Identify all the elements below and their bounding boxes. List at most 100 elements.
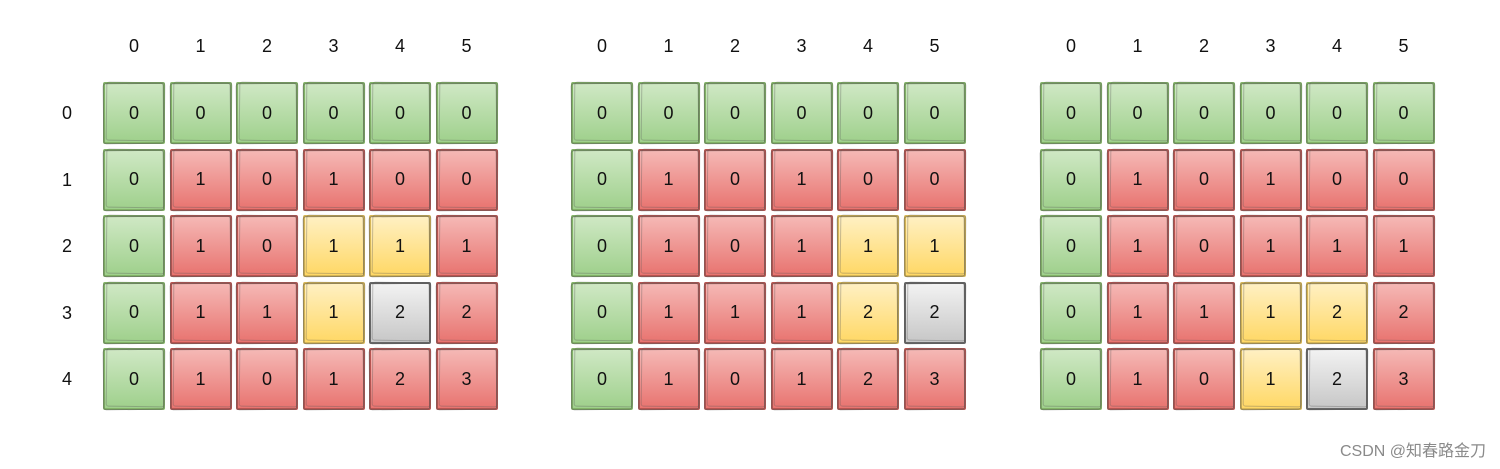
cell-value: 1	[1132, 169, 1143, 189]
cell-value: 0	[461, 102, 472, 123]
grid-cell: 2	[903, 281, 966, 344]
grid-cell: 0	[1040, 215, 1102, 277]
cell-value: 0	[261, 102, 272, 123]
cell-value: 2	[862, 368, 873, 389]
grid-cell: 0	[1173, 148, 1235, 211]
grid-cell: 2	[1306, 281, 1368, 344]
grid-cell: 1	[1106, 148, 1169, 211]
cell-value: 1	[195, 169, 206, 189]
cell-value: 0	[1265, 102, 1276, 123]
grid-cell: 1	[369, 215, 431, 277]
cell-value: 0	[261, 169, 272, 189]
cell-value: 0	[128, 169, 139, 189]
cell-value: 0	[195, 102, 206, 123]
grid-cell: 3	[903, 348, 966, 410]
column-label: 2	[1198, 36, 1209, 56]
cell-value: 1	[1198, 302, 1209, 322]
cell-value: 0	[261, 235, 272, 256]
grid-cell: 0	[571, 348, 633, 410]
column-label: 1	[663, 36, 674, 56]
cell-value: 2	[1398, 302, 1409, 322]
row-label: 2	[61, 236, 72, 256]
cell-value: 1	[1331, 235, 1342, 256]
cell-value: 0	[1331, 102, 1342, 123]
grid-cell: 1	[1106, 281, 1169, 344]
grid-cell: 0	[1173, 82, 1235, 144]
cell-value: 1	[729, 302, 740, 322]
cell-value: 0	[729, 102, 740, 123]
grid-cell: 0	[571, 82, 633, 144]
grid-cell: 1	[1239, 281, 1302, 344]
grid-cell: 1	[1306, 215, 1368, 277]
grid-cell: 2	[1306, 348, 1368, 410]
cell-value: 0	[729, 235, 740, 256]
cell-value: 1	[1265, 169, 1276, 189]
column-label: 5	[929, 36, 940, 56]
cell-value: 0	[596, 235, 607, 256]
grid-cell: 0	[1173, 348, 1235, 410]
cell-value: 2	[394, 368, 405, 389]
grid-cell: 0	[1239, 82, 1302, 144]
column-label: 0	[596, 36, 607, 56]
row-label: 1	[61, 169, 72, 190]
grid-cell: 0	[903, 148, 966, 211]
grid-cell: 1	[704, 281, 766, 344]
grid-cell: 0	[1372, 148, 1435, 211]
cell-value: 1	[1265, 235, 1276, 256]
grid-cell: 0	[571, 281, 633, 344]
grid-cell: 0	[837, 82, 899, 144]
grid-cell: 1	[637, 281, 700, 344]
cell-value: 0	[394, 102, 405, 123]
cell-value: 2	[1331, 368, 1342, 389]
column-label: 4	[862, 36, 873, 56]
grid-cell: 0	[1040, 348, 1102, 410]
cell-value: 1	[195, 235, 206, 256]
cell-value: 1	[1132, 368, 1143, 389]
cell-value: 0	[663, 102, 674, 123]
cell-value: 1	[929, 235, 940, 256]
cell-value: 0	[596, 368, 607, 389]
grid-cell: 1	[637, 215, 700, 277]
cell-value: 3	[929, 368, 940, 389]
grid-cell: 0	[1040, 82, 1102, 144]
cell-value: 1	[1265, 302, 1276, 322]
row-label: 0	[61, 103, 72, 123]
cell-value: 0	[1065, 102, 1076, 123]
cell-value: 1	[394, 235, 405, 256]
column-label: 1	[195, 36, 206, 56]
cell-value: 0	[128, 368, 139, 389]
cell-value: 1	[663, 302, 674, 322]
grid-cell: 1	[903, 215, 966, 277]
cell-value: 2	[862, 302, 873, 322]
cell-value: 0	[862, 102, 873, 123]
grid-cell: 1	[1106, 348, 1169, 410]
cell-value: 0	[128, 102, 139, 123]
grid-cell: 0	[1040, 148, 1102, 211]
grid-cell: 0	[435, 148, 498, 211]
grid-cell: 0	[236, 148, 298, 211]
cell-value: 0	[1398, 102, 1409, 123]
cell-value: 0	[328, 102, 339, 123]
grid-cell: 1	[770, 348, 833, 410]
grid-cell: 2	[369, 281, 431, 344]
cell-value: 0	[128, 235, 139, 256]
grid-cell: 1	[770, 281, 833, 344]
cell-value: 0	[862, 169, 873, 189]
cell-value: 2	[394, 302, 405, 322]
grid-cell: 0	[103, 148, 165, 211]
grid-cell: 1	[837, 215, 899, 277]
grid-cell: 1	[1372, 215, 1435, 277]
cell-value: 0	[796, 102, 807, 123]
cell-value: 1	[796, 235, 807, 256]
grid-cell: 1	[169, 281, 232, 344]
cell-value: 1	[663, 169, 674, 189]
grid-cell: 3	[1372, 348, 1435, 410]
row-label: 3	[61, 302, 72, 323]
column-label: 5	[461, 36, 472, 56]
grid-cell: 0	[704, 348, 766, 410]
grid-cell: 2	[369, 348, 431, 410]
grid-cell: 0	[770, 82, 833, 144]
column-label: 2	[729, 36, 740, 56]
cell-value: 1	[461, 235, 472, 256]
cell-value: 2	[1331, 302, 1342, 322]
